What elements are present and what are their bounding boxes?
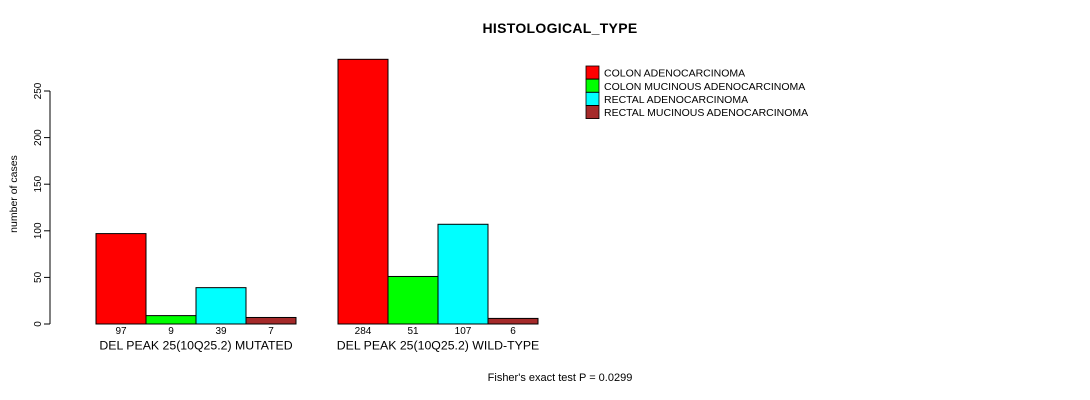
chart-title: HISTOLOGICAL_TYPE <box>483 20 638 36</box>
bar <box>387 275 439 325</box>
legend-label: COLON MUCINOUS ADENOCARCINOMA <box>604 81 805 93</box>
y-axis-title: number of cases <box>8 155 20 233</box>
footer-pvalue: Fisher's exact test P = 0.0299 <box>488 372 633 384</box>
y-tick-label: 150 <box>33 175 44 192</box>
bar <box>487 317 539 325</box>
bar <box>245 316 297 325</box>
plot-area: 0 50 100 150 200 250 97 9 39 7 DEL PEAK 25(10Q25.2… <box>33 58 540 353</box>
bar <box>195 287 247 325</box>
bar-value-label: 7 <box>268 326 274 337</box>
bar-value-label: 6 <box>510 326 516 337</box>
bar-value-label: 284 <box>355 326 372 337</box>
legend-label: RECTAL MUCINOUS ADENOCARCINOMA <box>604 107 808 119</box>
group-label: DEL PEAK 25(10Q25.2) MUTATED <box>99 339 292 353</box>
bar <box>145 315 197 325</box>
y-tick-label: 0 <box>33 321 44 327</box>
legend-swatch <box>585 65 600 80</box>
legend-swatch <box>585 92 600 106</box>
bar-value-label: 51 <box>407 326 419 337</box>
bar <box>337 58 389 325</box>
group-label: DEL PEAK 25(10Q25.2) WILD-TYPE <box>337 339 540 353</box>
bar-value-label: 9 <box>168 326 174 337</box>
legend-label: RECTAL ADENOCARCINOMA <box>604 94 748 106</box>
legend-swatch <box>585 78 600 93</box>
y-tick-label: 50 <box>33 271 44 283</box>
bar-value-label: 107 <box>455 326 472 337</box>
y-tick-label: 200 <box>33 129 44 146</box>
legend-label: COLON ADENOCARCINOMA <box>604 68 745 80</box>
bar <box>437 223 489 325</box>
bar-value-label: 97 <box>115 326 127 337</box>
legend-swatch <box>585 105 600 119</box>
y-tick-label: 100 <box>33 222 44 239</box>
y-tick-label: 250 <box>33 82 44 99</box>
bar-value-label: 39 <box>215 326 227 337</box>
bar <box>95 233 147 325</box>
